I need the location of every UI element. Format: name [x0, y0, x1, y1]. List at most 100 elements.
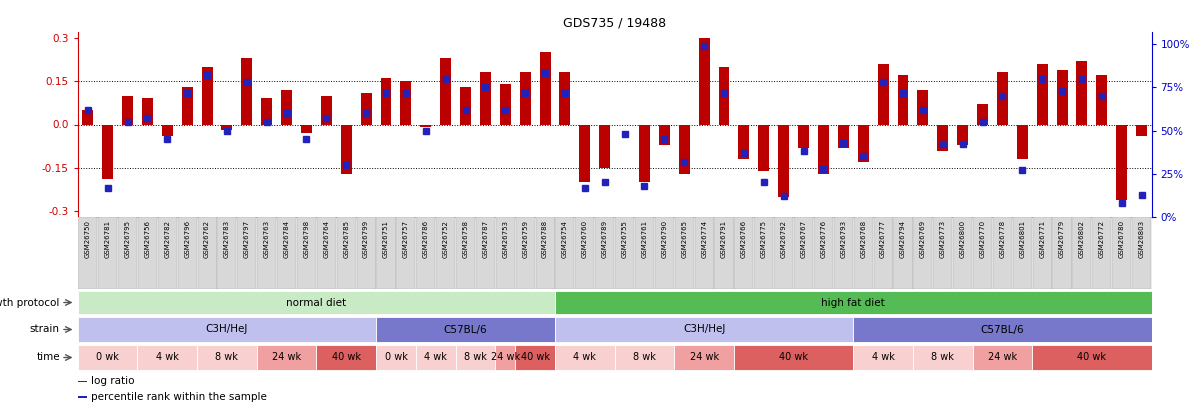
- Bar: [877, 64, 888, 124]
- Bar: [778, 124, 789, 197]
- Bar: [122, 96, 133, 124]
- FancyBboxPatch shape: [615, 217, 634, 289]
- FancyBboxPatch shape: [396, 217, 415, 289]
- Bar: [381, 78, 391, 124]
- FancyBboxPatch shape: [874, 217, 893, 289]
- FancyBboxPatch shape: [78, 317, 376, 342]
- FancyBboxPatch shape: [78, 345, 138, 370]
- Bar: [818, 124, 828, 174]
- Bar: [579, 124, 590, 182]
- Bar: [958, 124, 968, 145]
- FancyBboxPatch shape: [555, 317, 853, 342]
- FancyBboxPatch shape: [893, 217, 912, 289]
- Text: 40 wk: 40 wk: [521, 352, 549, 362]
- FancyBboxPatch shape: [336, 217, 356, 289]
- FancyBboxPatch shape: [1112, 217, 1131, 289]
- Text: 24 wk: 24 wk: [272, 352, 302, 362]
- Text: GSM26781: GSM26781: [104, 220, 110, 258]
- FancyBboxPatch shape: [694, 217, 713, 289]
- FancyBboxPatch shape: [417, 217, 436, 289]
- Text: GSM26755: GSM26755: [621, 220, 627, 258]
- Bar: [341, 124, 352, 174]
- Bar: [1096, 75, 1107, 124]
- FancyBboxPatch shape: [853, 345, 913, 370]
- FancyBboxPatch shape: [913, 217, 932, 289]
- Text: GSM26754: GSM26754: [561, 220, 567, 258]
- Bar: [420, 124, 431, 128]
- FancyBboxPatch shape: [992, 217, 1011, 289]
- Text: GSM26760: GSM26760: [582, 220, 588, 258]
- Text: GSM26787: GSM26787: [482, 220, 488, 258]
- FancyBboxPatch shape: [218, 217, 237, 289]
- Text: GSM26793: GSM26793: [840, 220, 846, 258]
- FancyBboxPatch shape: [1052, 217, 1071, 289]
- Bar: [321, 96, 332, 124]
- Bar: [937, 124, 948, 151]
- FancyBboxPatch shape: [376, 345, 415, 370]
- Text: GSM26761: GSM26761: [642, 220, 648, 258]
- FancyBboxPatch shape: [555, 217, 575, 289]
- FancyBboxPatch shape: [576, 217, 595, 289]
- FancyBboxPatch shape: [317, 217, 336, 289]
- Text: GSM26770: GSM26770: [979, 220, 985, 258]
- FancyBboxPatch shape: [198, 345, 256, 370]
- Text: 8 wk: 8 wk: [215, 352, 238, 362]
- FancyBboxPatch shape: [515, 345, 555, 370]
- FancyBboxPatch shape: [555, 291, 1152, 314]
- Text: GSM26784: GSM26784: [284, 220, 290, 258]
- FancyBboxPatch shape: [715, 217, 734, 289]
- Text: GSM26780: GSM26780: [1119, 220, 1125, 258]
- Text: 8 wk: 8 wk: [633, 352, 656, 362]
- Bar: [221, 124, 232, 130]
- Bar: [480, 72, 491, 124]
- FancyBboxPatch shape: [634, 217, 654, 289]
- Text: GSM26786: GSM26786: [423, 220, 429, 258]
- Text: GSM26801: GSM26801: [1020, 220, 1026, 258]
- Text: 40 wk: 40 wk: [779, 352, 808, 362]
- Text: GSM26791: GSM26791: [721, 220, 727, 258]
- Bar: [242, 58, 253, 124]
- Text: GSM26796: GSM26796: [184, 220, 190, 258]
- FancyBboxPatch shape: [655, 217, 674, 289]
- Text: GSM26788: GSM26788: [542, 220, 548, 258]
- FancyBboxPatch shape: [177, 217, 196, 289]
- Bar: [102, 124, 113, 179]
- FancyBboxPatch shape: [257, 217, 277, 289]
- Bar: [1136, 124, 1147, 136]
- FancyBboxPatch shape: [853, 217, 873, 289]
- Title: GDS735 / 19488: GDS735 / 19488: [563, 17, 667, 30]
- Text: 4 wk: 4 wk: [871, 352, 894, 362]
- Bar: [798, 124, 809, 148]
- Text: 4 wk: 4 wk: [156, 352, 178, 362]
- Text: C3H/HeJ: C3H/HeJ: [683, 324, 725, 335]
- Text: GSM26768: GSM26768: [861, 220, 867, 258]
- Text: GSM26775: GSM26775: [761, 220, 767, 258]
- FancyBboxPatch shape: [674, 345, 734, 370]
- Text: GSM26764: GSM26764: [323, 220, 329, 258]
- Bar: [401, 81, 412, 124]
- Text: GSM26772: GSM26772: [1099, 220, 1105, 258]
- Bar: [360, 93, 371, 124]
- Bar: [500, 84, 511, 124]
- FancyBboxPatch shape: [595, 217, 614, 289]
- Text: GSM26753: GSM26753: [503, 220, 509, 258]
- Text: GSM26777: GSM26777: [880, 220, 886, 258]
- Text: GSM26762: GSM26762: [203, 220, 209, 258]
- FancyBboxPatch shape: [516, 217, 535, 289]
- FancyBboxPatch shape: [814, 217, 833, 289]
- FancyBboxPatch shape: [973, 217, 992, 289]
- Text: 8 wk: 8 wk: [931, 352, 954, 362]
- Text: GSM26771: GSM26771: [1039, 220, 1045, 258]
- Bar: [83, 110, 93, 124]
- Text: GSM26802: GSM26802: [1078, 220, 1084, 258]
- FancyBboxPatch shape: [614, 345, 674, 370]
- Bar: [281, 90, 292, 124]
- Text: GSM26751: GSM26751: [383, 220, 389, 258]
- Text: GSM26774: GSM26774: [701, 220, 707, 258]
- Text: 0 wk: 0 wk: [384, 352, 407, 362]
- Text: percentile rank within the sample: percentile rank within the sample: [91, 392, 267, 402]
- Text: GSM26782: GSM26782: [164, 220, 170, 258]
- Bar: [300, 124, 312, 133]
- Bar: [540, 52, 551, 124]
- Bar: [838, 124, 849, 148]
